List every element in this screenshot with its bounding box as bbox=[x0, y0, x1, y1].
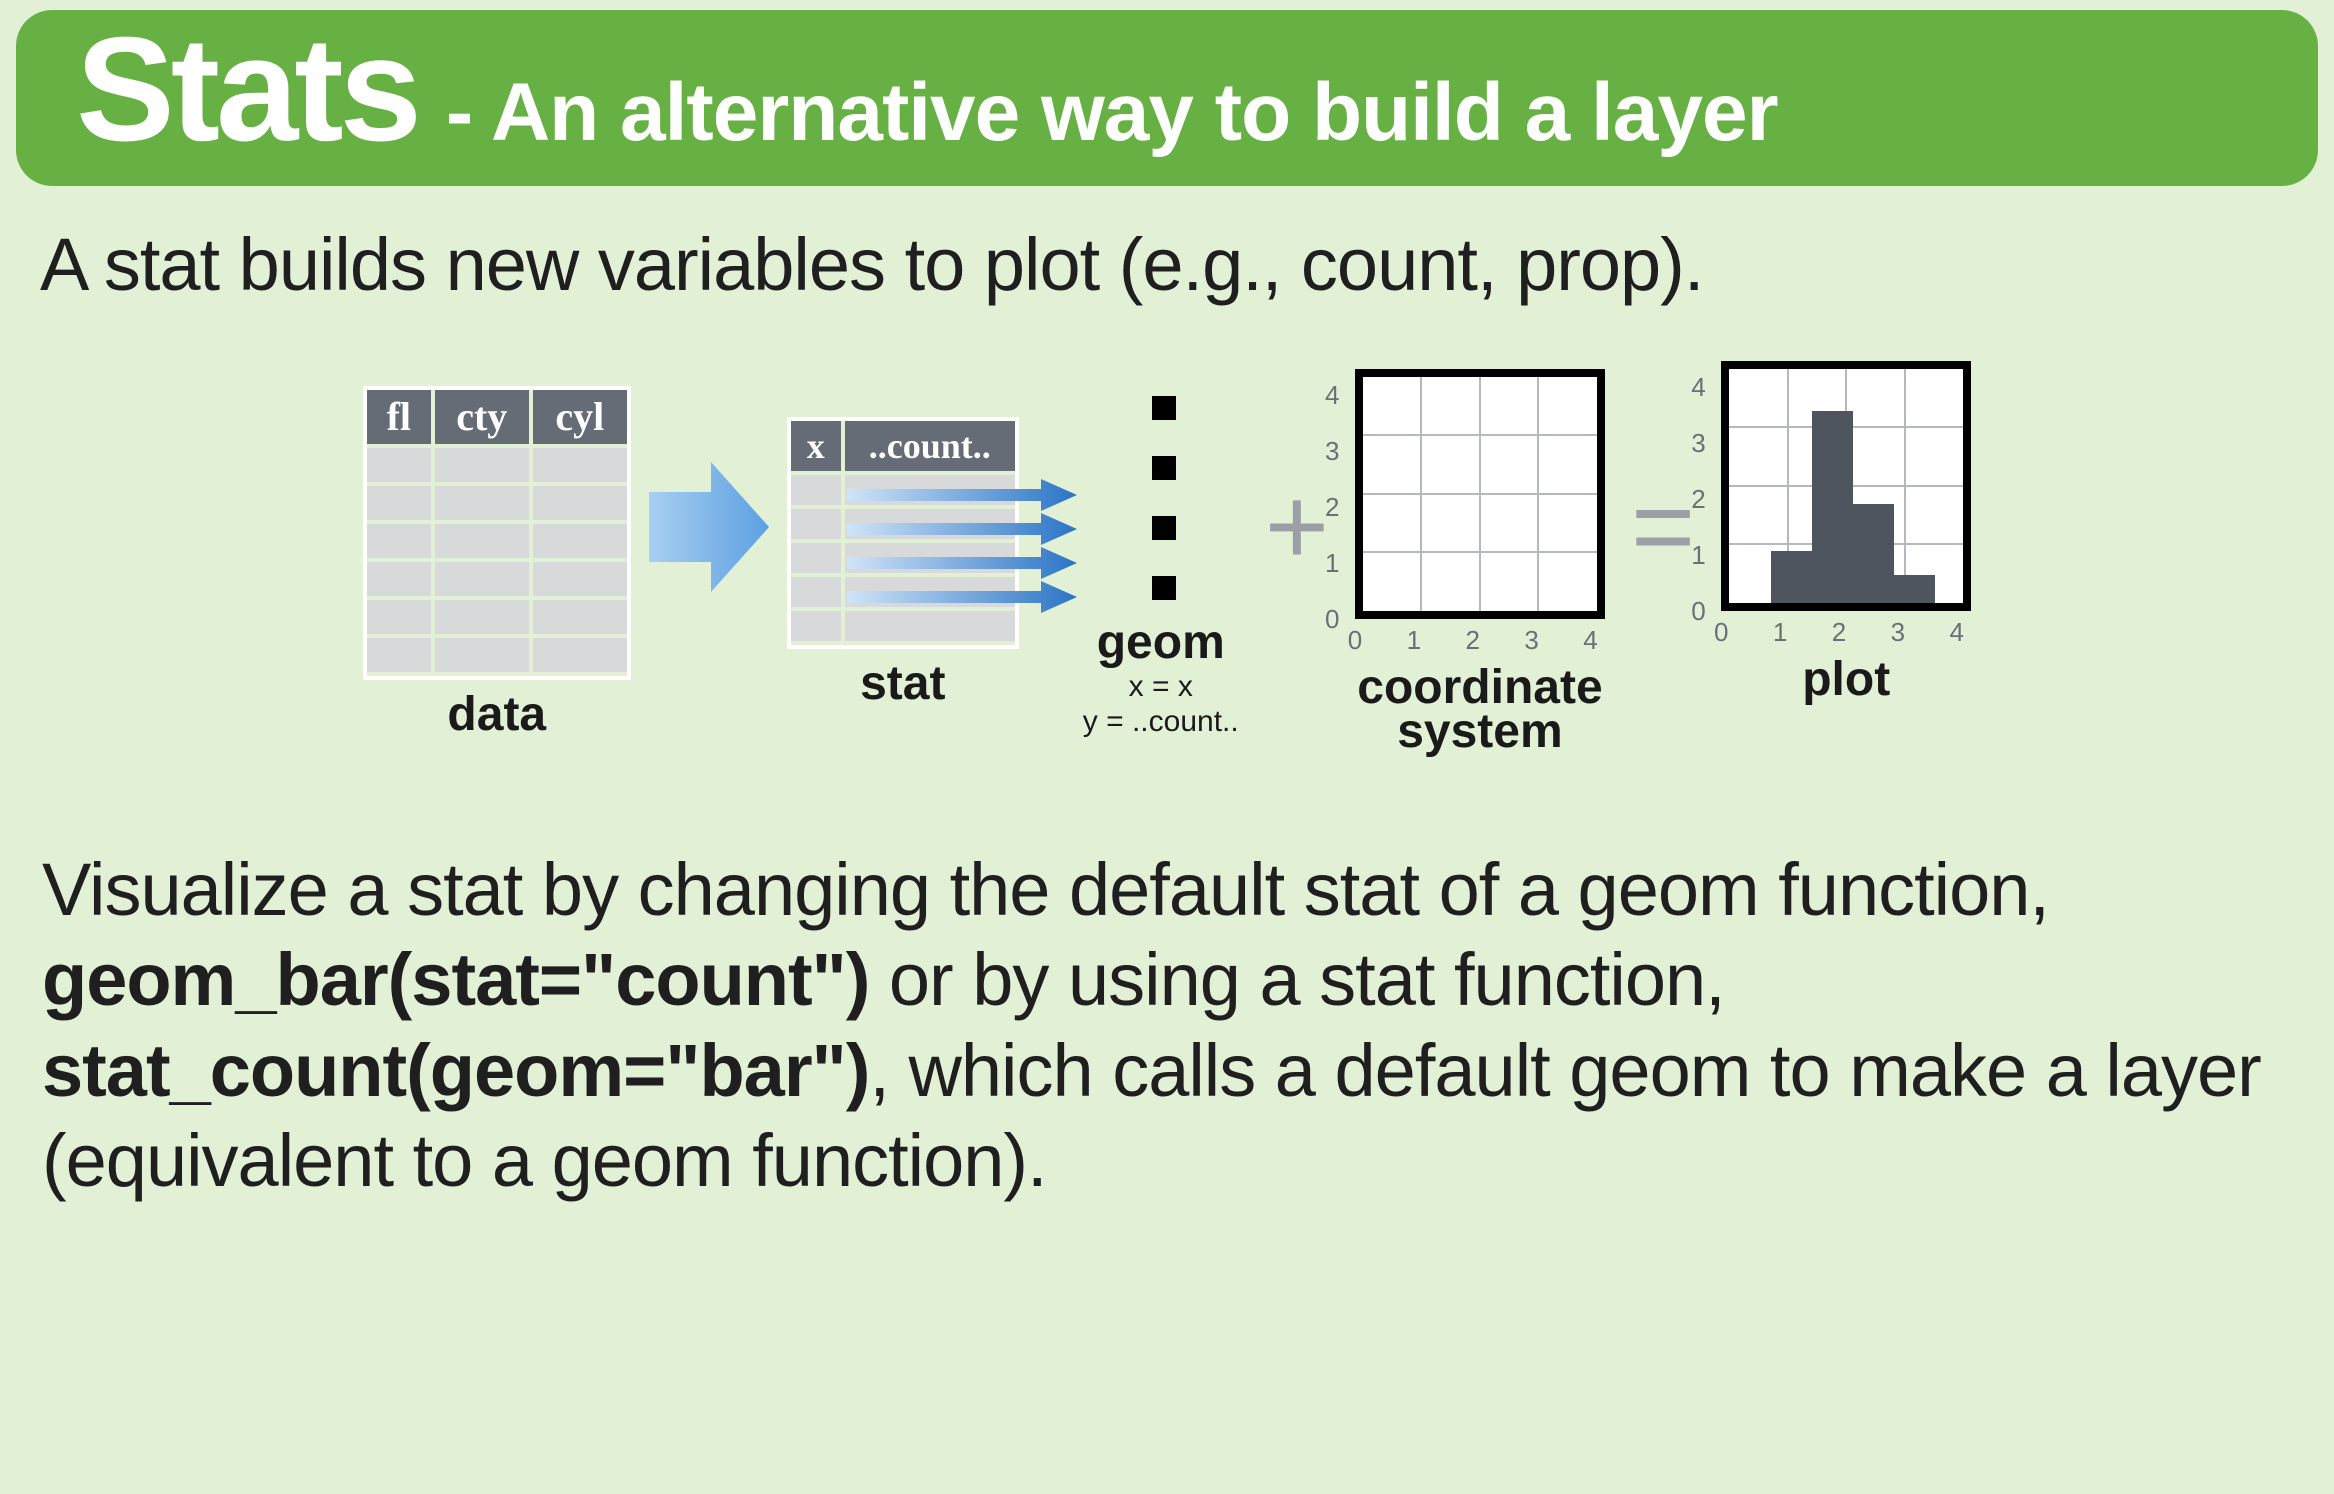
equals-operator: = bbox=[1631, 472, 1695, 582]
transform-arrow-icon bbox=[649, 457, 769, 597]
coord-label-2: system bbox=[1397, 707, 1562, 757]
plus-operator: + bbox=[1265, 472, 1329, 582]
cheatsheet-card: Stats - An alternative way to build a la… bbox=[0, 0, 2334, 1494]
plot-label: plot bbox=[1802, 655, 1890, 705]
data-table: flctycyl bbox=[363, 386, 631, 680]
coord-block: 0123401234 coordinate system bbox=[1355, 369, 1605, 758]
header-title: Stats bbox=[76, 16, 418, 164]
stat-arrows bbox=[847, 477, 1077, 607]
pipeline-diagram: flctycyl data x..count.. bbox=[16, 333, 2318, 793]
description-paragraph: Visualize a stat by changing the default… bbox=[42, 845, 2292, 1206]
para-seg1: Visualize a stat by changing the default… bbox=[42, 848, 2049, 931]
section-header: Stats - An alternative way to build a la… bbox=[16, 10, 2318, 186]
intro-text: A stat builds new variables to plot (e.g… bbox=[40, 222, 2294, 307]
geom-dots bbox=[1152, 388, 1176, 608]
para-seg2: or by using a stat function, bbox=[869, 938, 1724, 1021]
data-block: flctycyl data bbox=[363, 386, 631, 740]
coord-panel: 0123401234 bbox=[1355, 369, 1605, 619]
plot-panel: 0123401234 bbox=[1721, 361, 1971, 611]
geom-block: geom x = x y = ..count.. bbox=[1083, 388, 1239, 738]
para-bold1: geom_bar(stat="count") bbox=[42, 938, 869, 1021]
geom-sublabel-2: y = ..count.. bbox=[1083, 705, 1239, 738]
header-subtitle: - An alternative way to build a layer bbox=[446, 70, 1778, 156]
para-bold2: stat_count(geom="bar") bbox=[42, 1029, 869, 1112]
stat-block: x..count.. bbox=[787, 417, 1019, 709]
geom-sublabel-1: x = x bbox=[1129, 670, 1193, 703]
data-label: data bbox=[447, 690, 546, 740]
plot-block: 0123401234 plot . bbox=[1721, 361, 1971, 766]
geom-label: geom bbox=[1097, 618, 1225, 668]
stat-label: stat bbox=[860, 659, 945, 709]
